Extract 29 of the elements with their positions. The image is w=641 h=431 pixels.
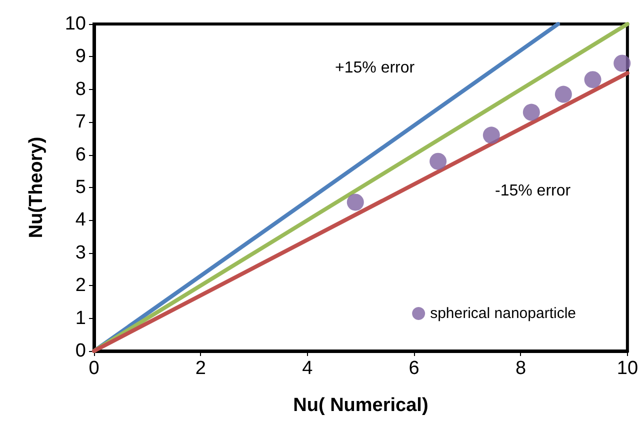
point xyxy=(614,54,631,72)
point xyxy=(554,86,572,103)
x-tick-label: 4 xyxy=(302,358,314,379)
y-tick-label: 7 xyxy=(75,112,86,133)
y-tick-label: 9 xyxy=(75,46,86,68)
legend-label: spherical nanoparticle xyxy=(430,305,576,322)
point xyxy=(584,71,602,88)
point xyxy=(430,152,447,170)
x-tick-label: 8 xyxy=(515,358,526,379)
annotation: -15% error xyxy=(495,182,572,200)
point xyxy=(522,104,540,121)
y-tick-label: 5 xyxy=(75,177,86,198)
point xyxy=(482,126,500,144)
y-tick-label: 4 xyxy=(75,210,86,231)
y-tick-label: 2 xyxy=(75,275,86,296)
annotation: +15% error xyxy=(335,60,416,76)
x-tick-label: 10 xyxy=(616,358,638,379)
x-axis-title: Nu( Numerical) xyxy=(293,395,428,416)
y-tick-label: 10 xyxy=(64,14,86,34)
x-tick-label: 0 xyxy=(88,358,100,379)
y-tick-label: 8 xyxy=(75,78,86,100)
y-axis-title: Nu(Theory) xyxy=(26,136,47,238)
y-tick-label: 0 xyxy=(75,340,86,362)
x-tick-label: 2 xyxy=(195,358,206,379)
x-tick-label: 6 xyxy=(408,358,420,379)
point xyxy=(346,194,364,211)
y-tick-label: 1 xyxy=(75,308,86,329)
y-tick-label: 6 xyxy=(75,144,86,166)
y-tick-label: 3 xyxy=(75,242,86,264)
